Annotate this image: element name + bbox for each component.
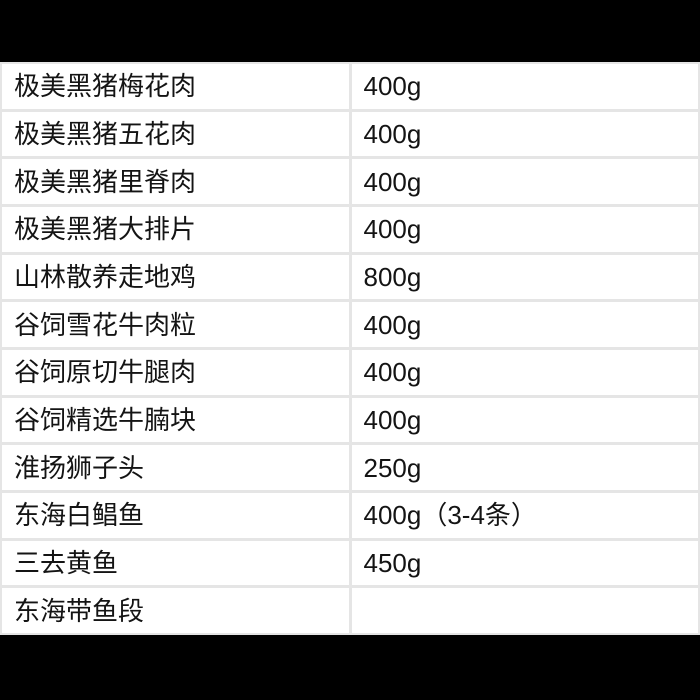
weight-cell: 450g [351,540,698,586]
product-name-cell: 极美黑猪里脊肉 [2,159,349,205]
weight-cell: 400g [351,302,698,348]
table-row: 谷饲原切牛腿肉 400g [2,350,698,395]
weight-cell: 400g [351,64,698,109]
table-row: 极美黑猪大排片 400g [2,207,698,252]
product-name-cell: 淮扬狮子头 [2,445,349,491]
table-row: 淮扬狮子头 250g [2,445,698,491]
product-name-cell: 谷饲雪花牛肉粒 [2,302,349,348]
weight-cell: 800g [351,254,698,300]
table-row: 极美黑猪里脊肉 400g [2,159,698,205]
weight-cell: 400g [351,350,698,395]
table-row: 东海白鲳鱼 400g（3-4条） [2,493,698,538]
weight-cell: 400g [351,159,698,205]
table-row: 谷饲精选牛腩块 400g [2,397,698,443]
weight-cell: 250g [351,445,698,491]
product-name-cell: 东海白鲳鱼 [2,493,349,538]
weight-cell: 400g（3-4条） [351,493,698,538]
product-name-cell: 极美黑猪梅花肉 [2,64,349,109]
table-row: 极美黑猪梅花肉 400g [2,64,698,109]
table-row: 极美黑猪五花肉 400g [2,111,698,157]
product-table: 极美黑猪梅花肉 400g 极美黑猪五花肉 400g 极美黑猪里脊肉 400g 极… [0,62,700,635]
weight-cell: 400g [351,111,698,157]
letterbox-bottom [0,635,700,700]
product-name-cell: 谷饲原切牛腿肉 [2,350,349,395]
product-name-cell: 东海带鱼段 [2,588,349,634]
product-name-cell: 谷饲精选牛腩块 [2,397,349,443]
weight-cell [351,588,698,634]
table-row: 山林散养走地鸡 800g [2,254,698,300]
weight-cell: 400g [351,397,698,443]
product-name-cell: 极美黑猪五花肉 [2,111,349,157]
table-row: 三去黄鱼 450g [2,540,698,586]
weight-cell: 400g [351,207,698,252]
table-row: 东海带鱼段 [2,588,698,634]
product-name-cell: 三去黄鱼 [2,540,349,586]
product-name-cell: 山林散养走地鸡 [2,254,349,300]
product-name-cell: 极美黑猪大排片 [2,207,349,252]
table-row: 谷饲雪花牛肉粒 400g [2,302,698,348]
letterbox-top [0,0,700,62]
